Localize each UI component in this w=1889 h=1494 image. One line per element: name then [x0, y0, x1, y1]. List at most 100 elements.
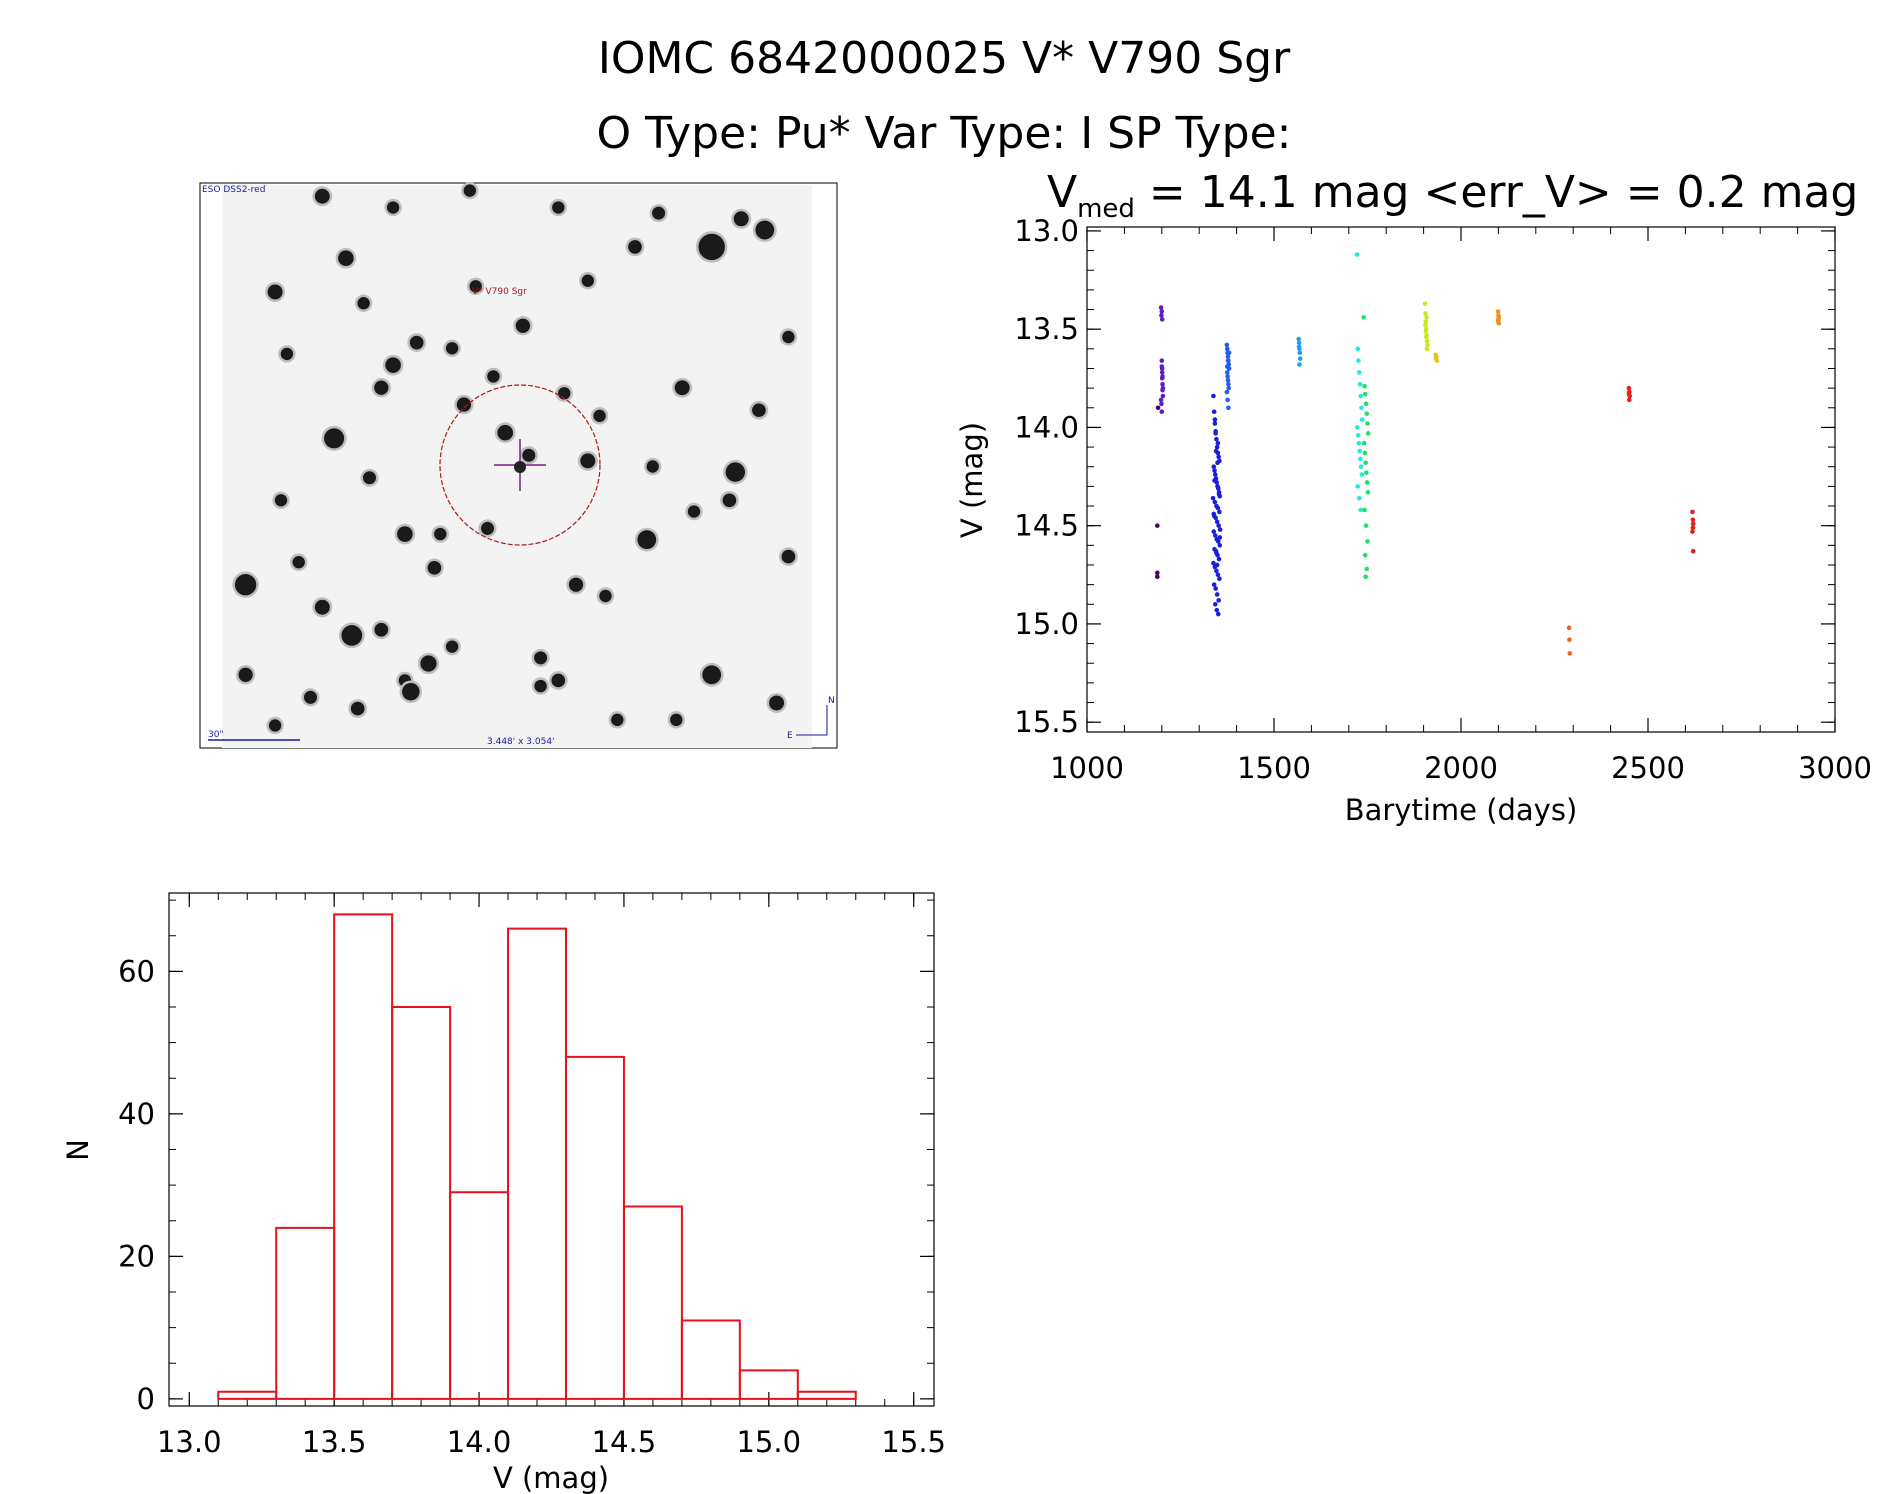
lc-point [1364, 411, 1370, 416]
lc-xtick-label: 3000 [1798, 751, 1872, 785]
lc-point [1363, 574, 1368, 580]
hist-xtick-label: 14.0 [447, 1425, 512, 1459]
lc-point [1216, 598, 1221, 603]
lc-point [1690, 509, 1695, 515]
hist-ytick-label: 40 [118, 1097, 155, 1131]
lc-point [1212, 601, 1218, 607]
star [646, 460, 659, 473]
lc-point [1362, 552, 1368, 558]
lc-point [1495, 309, 1501, 314]
lc-point [1359, 405, 1364, 411]
hist-ticks: 13.0 13.5 14.0 14.5 15.0 15.5 0 20 40 60 [118, 893, 946, 1459]
lc-point [1626, 391, 1632, 397]
star [781, 549, 796, 564]
lc-point [1159, 370, 1165, 375]
lc-point [1215, 440, 1221, 446]
hist-bar [796, 1390, 857, 1400]
lc-plot-frame [1086, 226, 1836, 733]
lc-point [1155, 570, 1160, 576]
star [568, 577, 584, 592]
lc-point [1214, 592, 1220, 597]
star [552, 201, 565, 214]
star [445, 342, 459, 355]
lc-point [1422, 301, 1428, 306]
lc-point [1158, 397, 1164, 403]
lc-xtick-label: 1000 [1050, 751, 1124, 785]
lc-point [1362, 391, 1368, 397]
star [522, 448, 536, 462]
lc-point [1160, 374, 1165, 379]
lc-point [1626, 385, 1632, 391]
lc-point [1226, 381, 1231, 387]
lc-point [1423, 322, 1428, 328]
hist-xtick-label: 13.5 [302, 1425, 367, 1459]
lc-point [1214, 562, 1220, 568]
lc-point [1355, 425, 1360, 430]
scale-label: 30" [208, 730, 224, 740]
lc-point [1212, 478, 1217, 483]
star [628, 240, 642, 254]
lc-point [1211, 464, 1217, 470]
lc-title-sub: med [1077, 194, 1135, 224]
star [238, 667, 253, 682]
lc-point [1226, 385, 1232, 391]
star [515, 318, 531, 333]
lc-point [1690, 521, 1696, 527]
lc-point [1297, 350, 1303, 356]
lc-point [1357, 381, 1363, 387]
lc-point [1212, 472, 1218, 477]
lc-ytick-label: 15.0 [1014, 607, 1079, 641]
star [593, 409, 606, 423]
compass-north-label: N [828, 696, 835, 706]
lc-point [1210, 495, 1216, 501]
target-star [514, 461, 526, 473]
star [427, 561, 442, 575]
hist-bar [622, 1205, 683, 1400]
lc-point [1690, 517, 1696, 523]
star [534, 679, 547, 693]
lc-point [1215, 486, 1221, 491]
lc-point [1225, 374, 1230, 379]
hist-bar [275, 1226, 336, 1400]
lc-point [1155, 574, 1160, 580]
hist-xtick-label: 13.0 [157, 1425, 222, 1459]
lc-point [1225, 377, 1231, 383]
lc-point [1365, 431, 1371, 436]
lc-point [1354, 252, 1360, 257]
lc-point [1211, 560, 1216, 566]
lc-point [1423, 334, 1429, 340]
star [402, 682, 420, 701]
star [469, 280, 482, 293]
lc-point [1211, 511, 1217, 517]
lc-point [1217, 535, 1223, 540]
lc-title-lead: V [1047, 167, 1077, 218]
hist-ylabel: N [61, 1139, 95, 1161]
lc-ytick-label: 14.5 [1014, 509, 1079, 543]
star [341, 625, 363, 646]
star [303, 690, 318, 704]
hist-bar [333, 913, 394, 1400]
star [782, 330, 795, 344]
lc-point [1217, 527, 1223, 532]
star [733, 211, 749, 227]
star [374, 622, 389, 637]
lc-point [1355, 484, 1361, 489]
lc-point [1160, 385, 1166, 391]
lc-point [1297, 362, 1302, 367]
lc-title: Vmed = 14.1 mag <err_V> = 0.2 mag [1047, 167, 1858, 224]
lc-point [1423, 319, 1429, 324]
lc-point [1424, 338, 1430, 344]
lc-point [1211, 409, 1217, 415]
star [725, 462, 746, 482]
lc-point [1215, 611, 1221, 617]
lc-point [1224, 346, 1230, 352]
hist-bar [449, 1191, 510, 1400]
star [558, 387, 571, 400]
star [674, 380, 690, 396]
lc-point [1226, 405, 1231, 411]
object-label: V* V790 Sgr [472, 287, 527, 297]
lc-point [1215, 539, 1221, 544]
hist-bar [391, 1006, 452, 1400]
star [350, 701, 365, 716]
lc-point [1566, 625, 1572, 631]
